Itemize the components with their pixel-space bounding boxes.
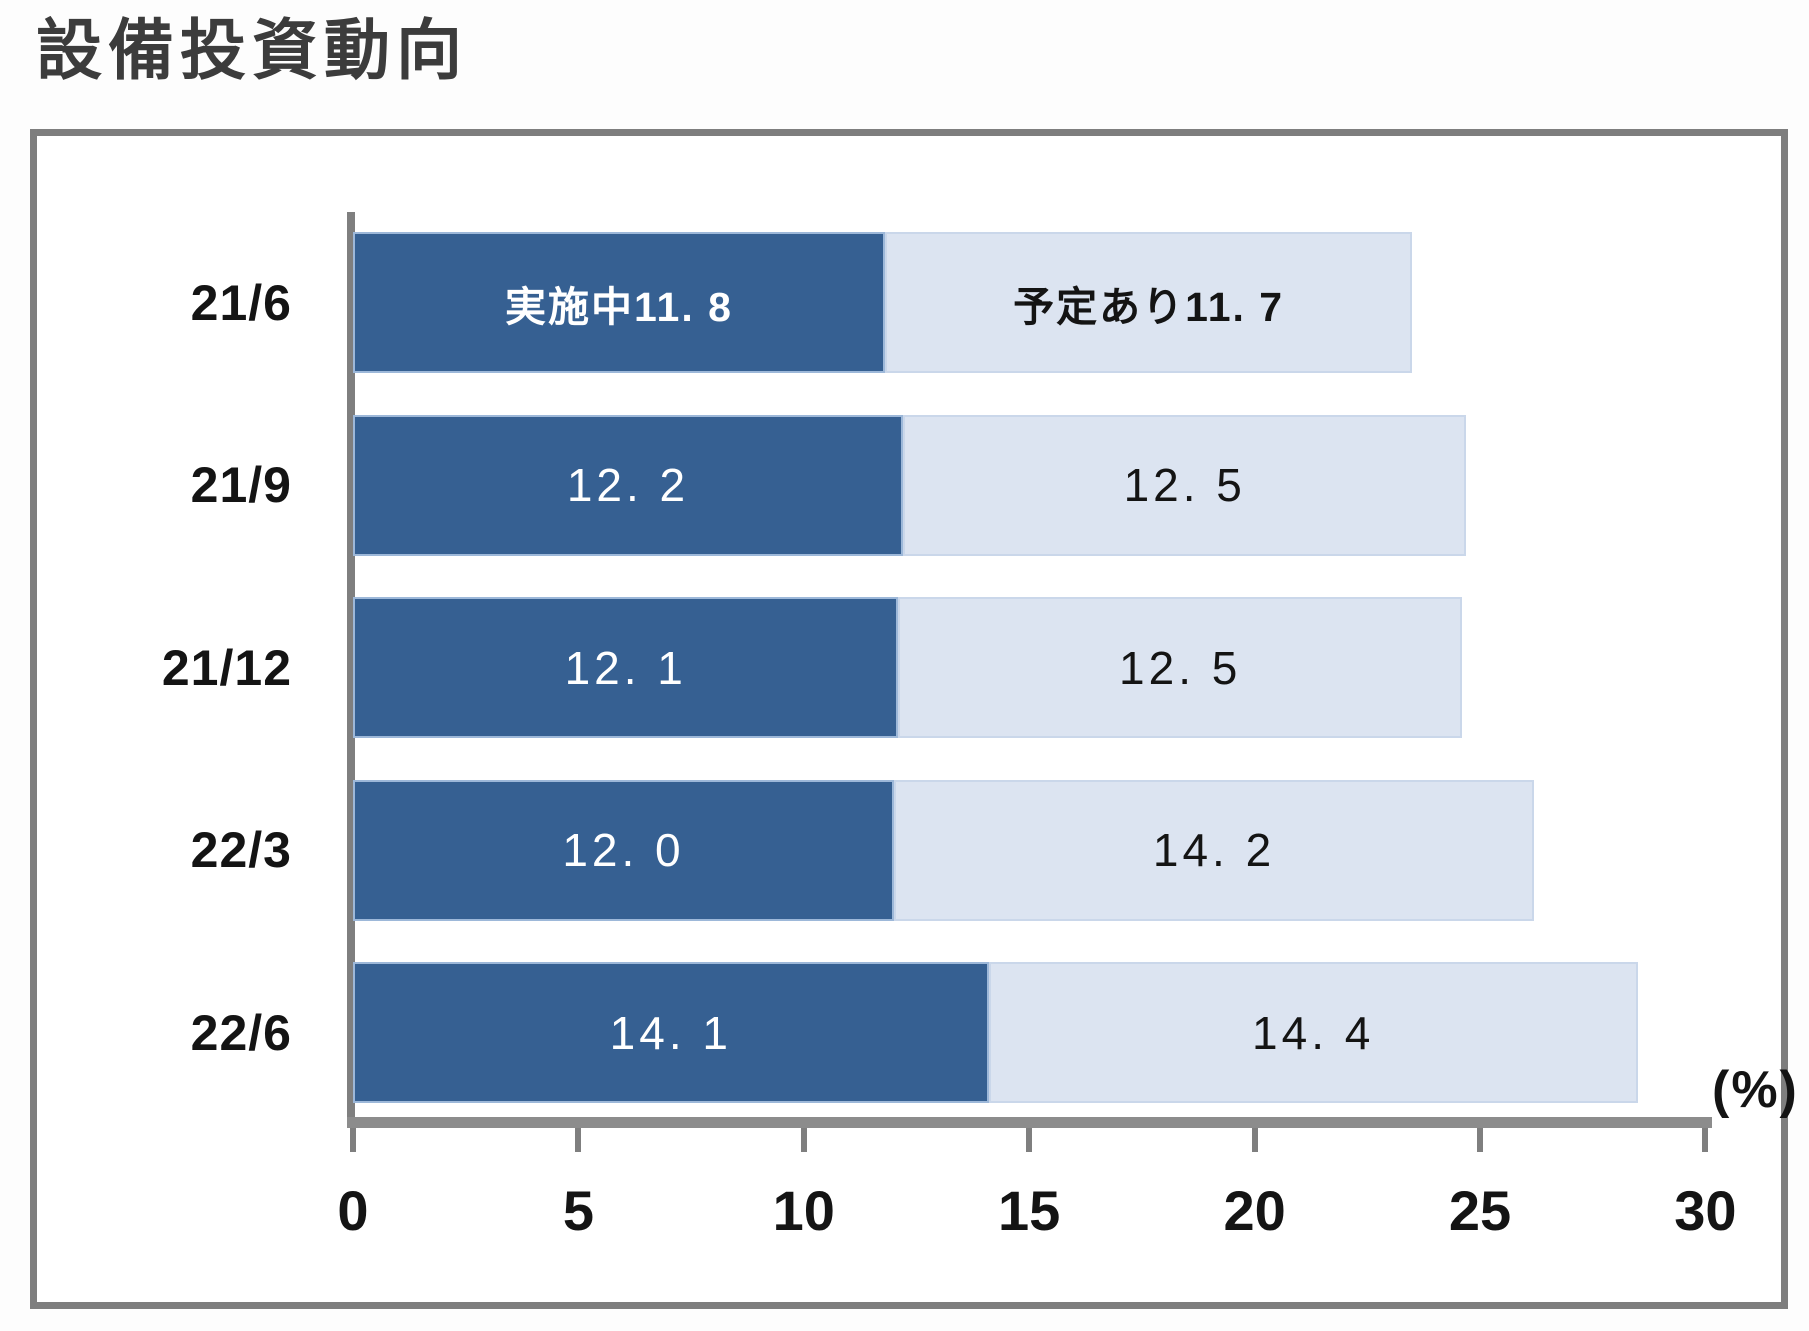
bar-value-label: 実施中11. 8: [505, 283, 733, 330]
x-axis-tick-label: 15: [998, 1179, 1061, 1242]
bar-value-label: 14. 2: [1152, 824, 1276, 877]
bar-segment-in-progress: 12. 2: [353, 414, 903, 556]
bar-value-label: 14. 4: [1252, 1006, 1375, 1059]
bar-segment-in-progress: 実施中11. 8: [353, 232, 885, 373]
x-axis-tick-label: 10: [772, 1179, 835, 1242]
y-axis-line: [347, 212, 355, 1127]
x-axis-tick-label: 0: [337, 1179, 369, 1242]
bar-value-label: 12. 5: [1119, 641, 1242, 694]
bar-value-label: 予定あり11. 7: [1013, 283, 1285, 330]
x-axis-line: [347, 1117, 1712, 1128]
bar-value-label: 12. 2: [566, 459, 690, 512]
bar-segment-planned: 14. 2: [893, 779, 1535, 921]
bar-segment-planned: 12. 5: [902, 414, 1467, 556]
category-label: 21/6: [190, 274, 292, 331]
x-axis-tick-label: 5: [562, 1179, 594, 1242]
bar-segment-in-progress: 12. 0: [353, 779, 894, 921]
x-axis-tick: [1477, 1128, 1483, 1152]
category-label: 22/6: [190, 1004, 292, 1061]
x-axis-unit-label: (%): [1712, 1061, 1799, 1119]
x-axis-tick: [800, 1128, 807, 1152]
page-title: 設備投資動向: [36, 13, 468, 87]
bar-segment-in-progress: 14. 1: [353, 962, 989, 1104]
x-axis-tick: [1702, 1128, 1709, 1152]
x-axis-tick: [350, 1128, 356, 1152]
bar-segment-planned: 予定あり11. 7: [884, 232, 1413, 373]
x-axis-tick: [1251, 1128, 1258, 1152]
bar-value-label: 12. 1: [564, 641, 687, 694]
bar-value-label: 14. 1: [609, 1006, 732, 1059]
x-axis-tick: [1026, 1128, 1033, 1152]
x-axis-tick-label: 30: [1674, 1179, 1737, 1242]
category-label: 21/12: [161, 639, 292, 696]
x-axis-tick: [575, 1128, 582, 1152]
bar-value-label: 12. 5: [1123, 459, 1246, 512]
bar-segment-in-progress: 12. 1: [353, 597, 899, 739]
category-label: 21/9: [190, 457, 292, 514]
bar-value-label: 12. 0: [562, 824, 685, 877]
x-axis-tick-label: 25: [1448, 1179, 1512, 1242]
bar-segment-planned: 12. 5: [898, 597, 1462, 739]
x-axis-tick-label: 20: [1223, 1179, 1286, 1242]
category-label: 22/3: [190, 822, 292, 879]
bar-segment-planned: 14. 4: [988, 962, 1638, 1104]
